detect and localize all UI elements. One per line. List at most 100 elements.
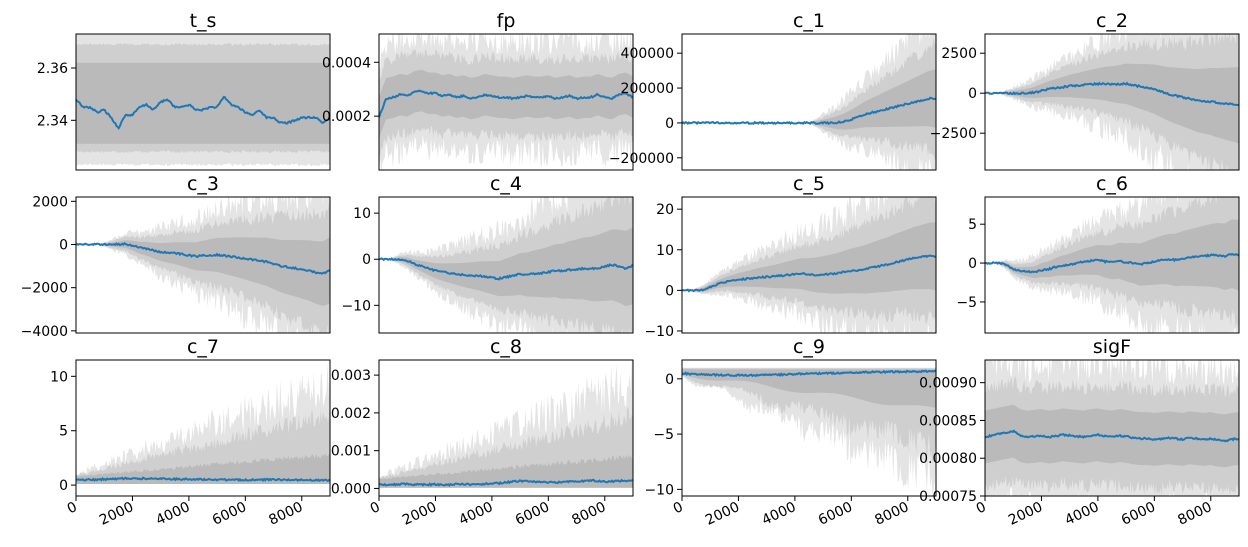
- axes-frame: [378, 196, 634, 334]
- x-tick-label: 2000: [1006, 499, 1045, 529]
- subplot-title: c_4: [490, 173, 522, 195]
- x-tick-label: 4000: [1063, 499, 1102, 529]
- y-tick-label: 20: [656, 202, 674, 218]
- y-tick-label: −10: [644, 324, 674, 340]
- y-tick-label: −2000: [21, 281, 68, 297]
- series-line: [985, 429, 1239, 443]
- y-tick-label: 0: [665, 283, 674, 299]
- y-tick-label: −5: [653, 427, 674, 443]
- y-tick-label: 0.00085: [919, 413, 977, 429]
- y-tick-label: 0.00080: [919, 451, 977, 467]
- y-tick-label: −10: [644, 482, 674, 498]
- plot-area: [379, 360, 633, 488]
- series-line: [985, 252, 1239, 274]
- subplot-title: t_s: [190, 10, 217, 32]
- y-tick-label: 0.00090: [919, 376, 977, 392]
- y-tick-label: 10: [353, 206, 371, 222]
- plot-area: [985, 197, 1239, 333]
- subplot-title: sigF: [1093, 336, 1131, 358]
- subplot-fp: fp 0.0002 0.0004: [322, 10, 634, 171]
- axes-frame: [681, 359, 937, 497]
- y-tick-label: 0.000: [331, 481, 371, 497]
- subplot-title: c_3: [187, 173, 219, 195]
- plot-area: [682, 34, 936, 170]
- band-inner: [76, 452, 330, 484]
- plot-area: [76, 197, 330, 333]
- y-tick-label: 0.0002: [322, 109, 371, 125]
- series-line: [76, 95, 330, 130]
- y-tick-label: 10: [656, 243, 674, 259]
- y-tick-label: 5: [59, 424, 68, 440]
- y-tick-label: 0: [362, 252, 371, 268]
- band-mid: [682, 38, 936, 161]
- subplot-title: c_1: [793, 10, 825, 32]
- subplot-title: c_2: [1096, 10, 1128, 32]
- y-tick-label: 0: [665, 116, 674, 132]
- y-tick-label: 0: [968, 256, 977, 272]
- subplot-sigF: sigF 0.00075 0.00080 0.00085 0.00090 0 2000 400…: [919, 336, 1240, 529]
- series-line: [76, 241, 330, 275]
- subplot-c-3: c_3 −4000 −2000 0 2000: [21, 173, 331, 340]
- plot-area: [76, 34, 330, 167]
- x-tick-label: 8000: [569, 499, 608, 529]
- x-tick-label: 8000: [872, 499, 911, 529]
- band-inner: [682, 69, 936, 130]
- x-tick-label: 4000: [457, 499, 496, 529]
- plot-area: [379, 197, 633, 333]
- series-line: [379, 478, 633, 488]
- x-tick-label: 0: [671, 499, 686, 517]
- subplot-title: c_7: [187, 336, 219, 358]
- subplot-title: c_6: [1096, 173, 1128, 195]
- y-tick-label: 0: [968, 86, 977, 102]
- series-line: [985, 81, 1239, 106]
- y-tick-label: −4000: [21, 324, 68, 340]
- y-tick-label: 0.001: [331, 444, 371, 460]
- x-tick-label: 8000: [266, 499, 305, 529]
- axes-frame: [681, 33, 937, 171]
- band-inner: [682, 222, 936, 294]
- y-tick-label: 0: [59, 237, 68, 253]
- band-inner: [985, 63, 1239, 144]
- band-inner: [76, 62, 330, 144]
- band-inner: [682, 369, 936, 409]
- subplot-title: c_9: [793, 336, 825, 358]
- y-tick-label: 0.00075: [919, 489, 977, 505]
- x-tick-label: 0: [368, 499, 383, 517]
- series-line: [76, 476, 330, 483]
- y-tick-label: 2500: [941, 46, 977, 62]
- series-line: [682, 96, 936, 126]
- series-line: [379, 89, 633, 118]
- subplot-c-7: c_7 0 5 10 0 2000 4000 6000 8000: [50, 336, 331, 529]
- band-inner: [379, 454, 633, 488]
- plot-area: [682, 197, 936, 333]
- subplot-c-5: c_5 −10 0 10 20: [644, 173, 937, 340]
- subplot-title: c_8: [490, 336, 522, 358]
- subplot-title: fp: [497, 10, 516, 32]
- subplot-c-8: c_8 0.000 0.001 0.002 0.003 0 2000 4000 6000 8000: [331, 336, 634, 529]
- plot-area: [76, 362, 330, 484]
- band-inner: [985, 219, 1239, 291]
- axes-frame: [984, 33, 1240, 171]
- x-tick-label: 6000: [210, 499, 249, 529]
- y-tick-label: 2.36: [37, 61, 68, 77]
- axes-frame: [984, 359, 1240, 497]
- axes-frame: [75, 196, 331, 334]
- x-tick-label: 2000: [400, 499, 439, 529]
- y-tick-label: −2500: [930, 126, 977, 142]
- axes-frame: [681, 196, 937, 334]
- band-inner: [379, 70, 633, 139]
- y-tick-label: 10: [50, 369, 68, 385]
- axes-frame: [75, 359, 331, 497]
- y-tick-label: 5: [968, 217, 977, 233]
- x-tick-label: 6000: [816, 499, 855, 529]
- y-tick-label: −5: [956, 295, 977, 311]
- y-tick-label: 200000: [621, 81, 674, 97]
- x-tick-label: 6000: [1119, 499, 1158, 529]
- x-tick-label: 4000: [760, 499, 799, 529]
- plot-area: [985, 360, 1239, 496]
- subplot-t-s: t_s 2.34 2.36: [37, 10, 331, 171]
- series-line: [682, 369, 936, 378]
- subplot-c-6: c_6 −5 0 5: [956, 173, 1240, 334]
- x-tick-label: 8000: [1175, 499, 1214, 529]
